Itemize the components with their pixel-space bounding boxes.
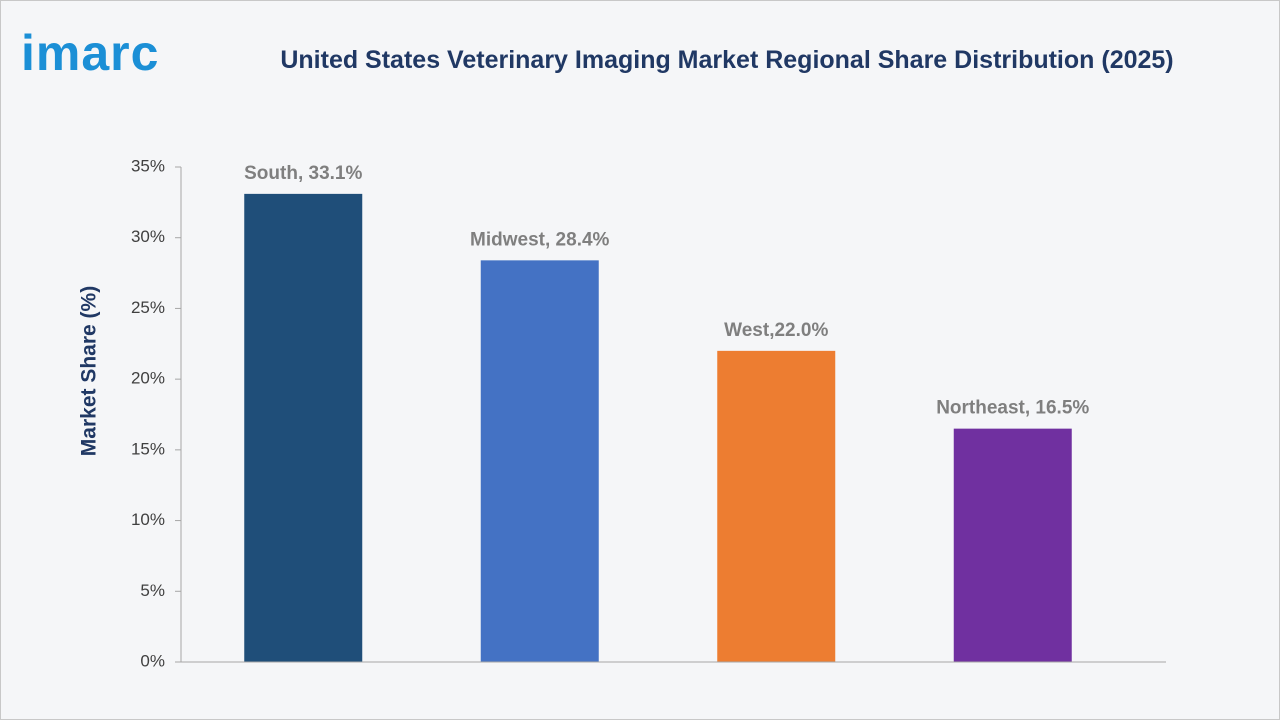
bar bbox=[480, 260, 599, 662]
bar bbox=[717, 350, 836, 662]
data-label: South, 33.1% bbox=[244, 163, 362, 184]
logo: imarc bbox=[21, 25, 160, 81]
y-tick-label: 30% bbox=[131, 227, 165, 246]
y-tick-label: 35% bbox=[131, 156, 165, 175]
y-tick-label: 10% bbox=[131, 510, 165, 529]
data-label: West,22.0% bbox=[724, 320, 828, 341]
y-tick-label: 5% bbox=[140, 581, 165, 600]
data-label: Midwest, 28.4% bbox=[470, 229, 609, 250]
y-tick-label: 25% bbox=[131, 298, 165, 317]
y-tick-label: 0% bbox=[140, 651, 165, 670]
data-label: Northeast, 16.5% bbox=[936, 398, 1089, 419]
bar bbox=[244, 193, 363, 662]
y-tick-label: 20% bbox=[131, 369, 165, 388]
chart-title: United States Veterinary Imaging Market … bbox=[280, 46, 1174, 74]
bar bbox=[953, 428, 1072, 662]
y-tick-label: 15% bbox=[131, 439, 165, 458]
y-axis-label: Market Share (%) bbox=[78, 286, 101, 456]
